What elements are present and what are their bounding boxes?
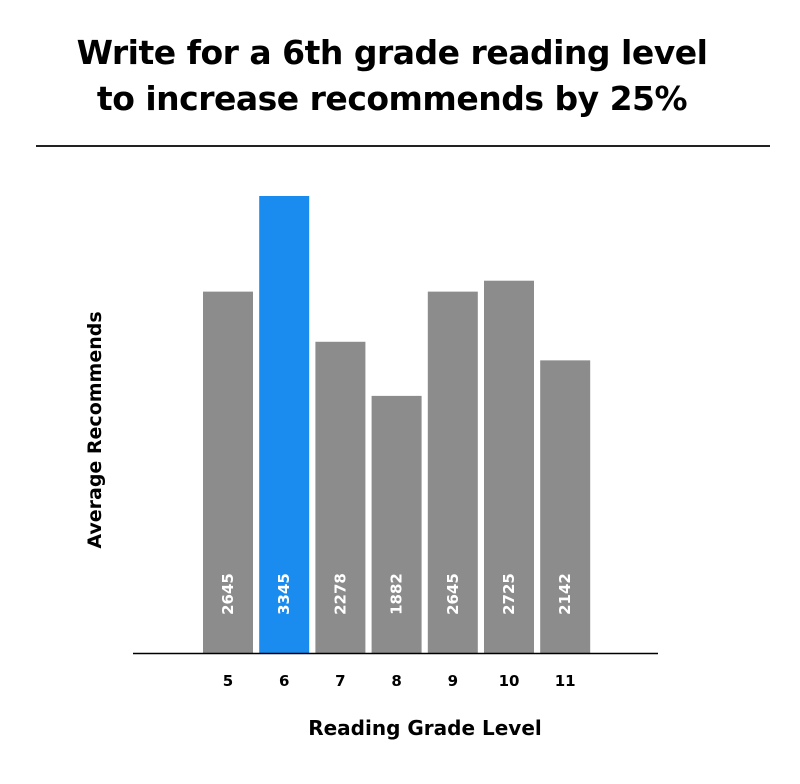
chart-title: Write for a 6th grade reading level to i… [0, 30, 784, 122]
bar-grade-11 [540, 360, 591, 653]
data-label-grade-6: 3345 [275, 573, 293, 615]
x-tick-label-7: 7 [335, 672, 345, 690]
bar-grade-5 [203, 291, 253, 653]
x-tick-label-5: 5 [223, 672, 233, 690]
data-label-grade-8: 1882 [388, 573, 406, 615]
data-label-grade-9: 2645 [444, 573, 462, 615]
bar-grade-9 [427, 291, 478, 653]
x-tick-label-11: 11 [555, 672, 576, 690]
title-divider [36, 145, 770, 147]
y-axis-label: Average Recommends [84, 311, 106, 549]
data-label-grade-5: 2645 [219, 573, 237, 615]
chart-title-line-2: to increase recommends by 25% [96, 79, 688, 118]
x-tick-label-8: 8 [391, 672, 401, 690]
x-tick-label-6: 6 [279, 672, 289, 690]
data-label-grade-7: 2278 [331, 573, 349, 615]
chart-title-line-1: Write for a 6th grade reading level [76, 33, 708, 72]
x-tick-label-9: 9 [448, 672, 458, 690]
bar-grade-7 [315, 341, 366, 653]
bar-grade-8 [371, 395, 422, 653]
bar-grade-10 [484, 280, 534, 653]
data-label-grade-10: 2725 [500, 573, 518, 615]
x-axis-label: Reading Grade Level [308, 716, 542, 740]
x-tick-label-10: 10 [499, 672, 520, 690]
bar-grade-6 [259, 196, 310, 653]
data-label-grade-11: 2142 [556, 573, 574, 615]
